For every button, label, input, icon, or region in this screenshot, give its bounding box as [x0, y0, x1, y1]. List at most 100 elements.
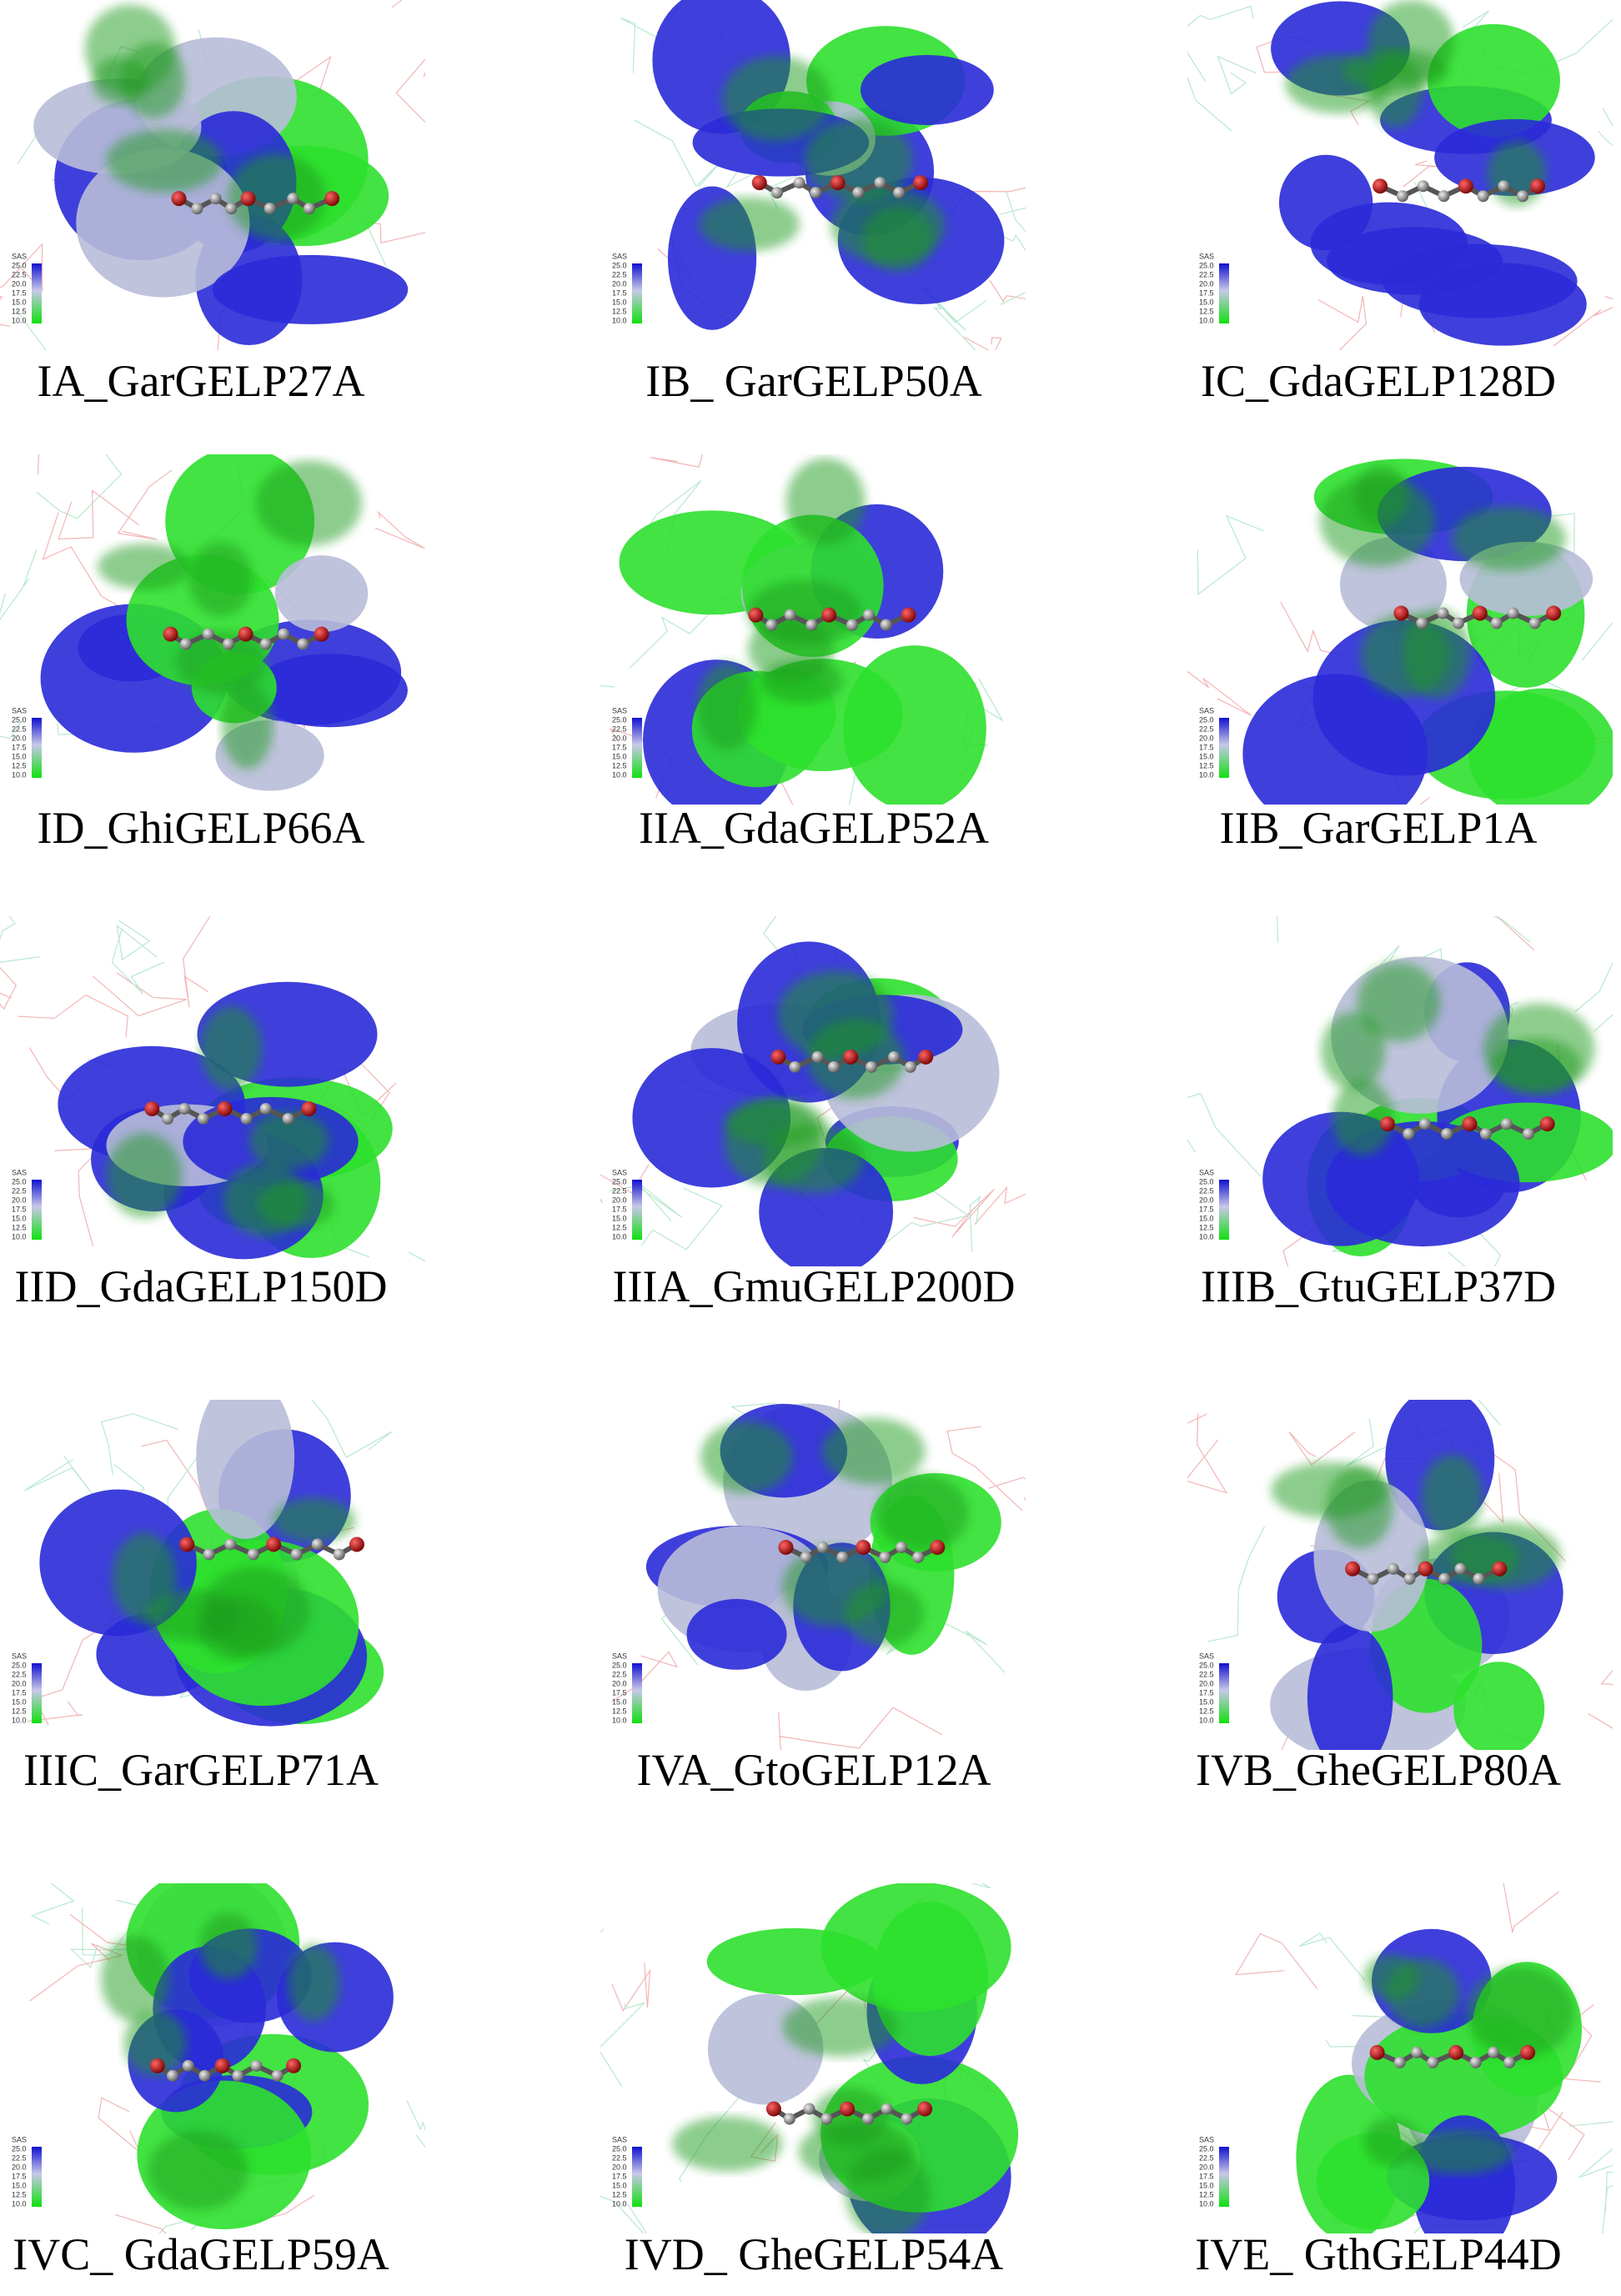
wire [1207, 1526, 1266, 1642]
legend-tick: 15.0 [612, 298, 627, 306]
panel-image [1187, 0, 1613, 350]
panel-label: ID_GhiGELP66A [38, 803, 365, 853]
panel-label: IIIA_GmuGELP200D [613, 1261, 1016, 1311]
atom [830, 175, 846, 191]
surface-shade [821, 1417, 926, 1485]
atom [840, 2101, 856, 2117]
wire [974, 1186, 1026, 1226]
legend-tick: 12.5 [1199, 2190, 1214, 2198]
atom [1396, 190, 1408, 203]
atom [789, 1060, 801, 1073]
surface-shade [146, 1590, 242, 1642]
surface-shade [288, 1943, 340, 2022]
atom [1498, 180, 1510, 193]
wire [600, 2002, 645, 2088]
atom [1539, 1116, 1555, 1132]
surface-shade [257, 1181, 334, 1228]
legend-tick: 12.5 [1199, 1707, 1214, 1715]
atom [803, 2103, 816, 2115]
wire [114, 2213, 167, 2233]
surface-shade [248, 1111, 329, 1170]
surface [1242, 674, 1428, 805]
atom [259, 1102, 272, 1115]
atom [240, 1112, 253, 1125]
wire [42, 512, 121, 608]
legend-tick: 25.0 [1199, 261, 1214, 269]
surface [1307, 1624, 1393, 1750]
wire [391, 0, 403, 8]
wire [0, 966, 18, 1010]
atom [843, 1049, 859, 1065]
panel-image [620, 0, 1026, 350]
panel-image [23, 1400, 393, 1727]
legend-tick: 10.0 [12, 2199, 27, 2208]
atom [1418, 1561, 1433, 1577]
atom [217, 1100, 233, 1116]
legend-bar [632, 263, 642, 323]
atom [287, 193, 299, 205]
legend-tick: 15.0 [12, 752, 27, 760]
atom [865, 1060, 877, 1073]
wire [1602, 2171, 1613, 2233]
panel-label: IA_GarGELP27A [38, 356, 365, 406]
surface-shade [672, 2116, 783, 2172]
surface-shade [700, 1421, 794, 1494]
legend-tick: 12.5 [1199, 761, 1214, 770]
atom [263, 203, 276, 215]
surface-shade [272, 1497, 356, 1542]
legend-title: SAS [1199, 706, 1214, 714]
legend-bar [32, 2147, 42, 2207]
legend-tick: 20.0 [12, 2163, 27, 2171]
surface [872, 1902, 988, 2057]
surface-shade [1342, 49, 1448, 93]
legend-tick: 12.5 [612, 761, 627, 770]
legend-tick: 15.0 [12, 1697, 27, 1706]
atom [1500, 1118, 1513, 1130]
legend-bar [632, 718, 642, 778]
legend-tick: 12.5 [1199, 307, 1214, 315]
atom [861, 2113, 874, 2125]
atom [1452, 617, 1464, 629]
atom [1503, 2056, 1516, 2068]
atom [182, 2059, 194, 2072]
legend-tick: 20.0 [612, 734, 627, 742]
legend-title: SAS [12, 2135, 27, 2143]
atom [901, 2113, 913, 2125]
wire [600, 1928, 605, 1933]
atom [1472, 605, 1488, 621]
surface-shade [106, 1132, 183, 1219]
surface-shade [256, 460, 363, 546]
wire [600, 2195, 648, 2233]
surface-shade [1321, 1011, 1385, 1090]
surface [196, 1400, 295, 1539]
atom [913, 175, 929, 191]
atom [224, 1538, 237, 1551]
atom [1517, 190, 1529, 203]
wire [98, 2097, 141, 2153]
legend-tick: 25.0 [1199, 715, 1214, 724]
surface-shade [1403, 608, 1472, 699]
wire [989, 279, 1026, 303]
wire [311, 1400, 393, 1458]
atom [301, 1100, 317, 1116]
surface-shade [1332, 1079, 1394, 1156]
wire [611, 1651, 679, 1702]
surface [686, 1598, 787, 1670]
atom [266, 1537, 282, 1552]
legend-tick: 22.5 [1199, 1670, 1214, 1678]
atom [1458, 178, 1473, 194]
atom [765, 2101, 781, 2117]
surface [76, 148, 250, 298]
wire [650, 454, 703, 468]
atom [1387, 1562, 1399, 1575]
legend-tick: 12.5 [12, 1707, 27, 1715]
wire [1317, 296, 1368, 350]
atom [1369, 2044, 1385, 2060]
atom [800, 1551, 812, 1563]
